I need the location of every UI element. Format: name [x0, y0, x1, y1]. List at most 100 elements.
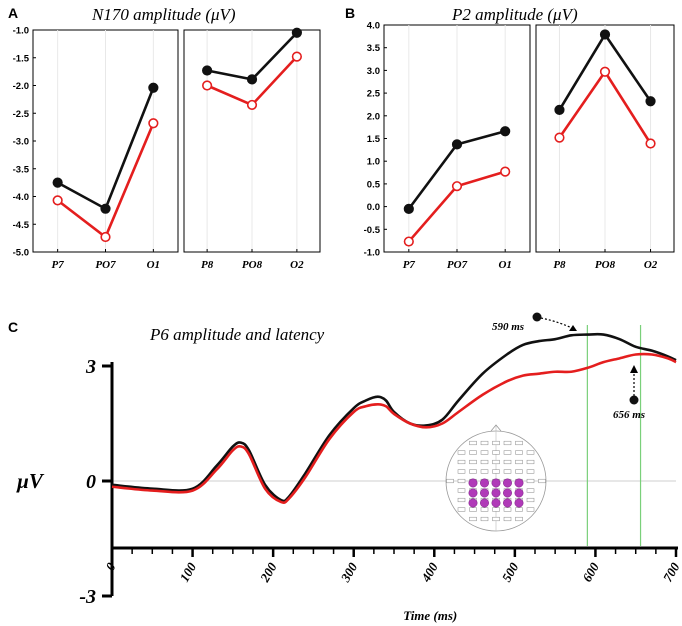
panel-c-xtick-label: 600	[579, 560, 602, 585]
panel-a-data-point-red	[202, 80, 213, 91]
electrode-label-box	[492, 516, 500, 522]
electrode-label-box	[469, 450, 477, 455]
scalp-nose	[490, 424, 502, 432]
panel-a-data-point-red	[100, 231, 111, 243]
panel-a-ytick-label: -2.0	[13, 81, 29, 92]
panel-a-letter: A	[8, 5, 18, 21]
panel-c-waveform-black	[111, 332, 677, 503]
annotation-arrow	[540, 317, 575, 330]
annotation-656ms: 656 ms	[613, 409, 645, 421]
electrode-label-box	[538, 478, 546, 484]
panel-b-data-point-red	[500, 166, 511, 177]
panel-a-data-point-black	[100, 203, 111, 214]
panel-c-letter: C	[8, 319, 18, 335]
electrode-label-box	[457, 450, 466, 455]
electrode-label-box	[492, 459, 500, 465]
electrode-label-box	[503, 459, 512, 465]
roi-electrode	[468, 488, 478, 498]
roi-electrode	[514, 488, 524, 498]
electrode-label-box	[503, 450, 512, 455]
electrode-label-box	[515, 440, 523, 446]
panel-b-ytick-label: 3.0	[367, 66, 380, 77]
electrode-label-box	[526, 459, 535, 465]
panel-a-category-label: P7	[52, 259, 65, 271]
panel-a-ytick-label: -4.5	[13, 220, 30, 231]
annotation-arrowhead	[569, 325, 577, 331]
panel-a-ytick-label: -2.5	[13, 109, 30, 120]
panel-c-xtick-label: 200	[257, 560, 280, 586]
panel-c-xtick-label: 400	[418, 560, 441, 586]
panel-b-data-point-black	[403, 203, 414, 214]
electrode-label-box	[457, 497, 466, 503]
electrode-label-box	[480, 459, 489, 465]
roi-electrode	[480, 478, 489, 488]
panel-a-axes: -1.0 -1.5 -2.0 -2.5 -3.0 -3.5 -4.0 -4.5 -5.0 P7 PO…	[13, 26, 321, 271]
electrode-label-box	[480, 516, 489, 522]
panel-c-xtick-label: 500	[499, 560, 522, 585]
roi-electrode	[491, 478, 501, 488]
panel-a-ytick-label: -4.0	[13, 192, 29, 203]
panel-b-category-label: P7	[403, 259, 416, 271]
panel-b-data-point-red	[403, 236, 414, 247]
electrode-label-box	[492, 469, 500, 474]
panel-b: B P2 amplitude (μV) 4.0 3.5 3.0 2.5 2.0 1.5 1.…	[345, 5, 675, 271]
panel-b-category-label: P8	[553, 259, 566, 271]
roi-electrode	[503, 498, 512, 508]
electrode-label-box	[526, 450, 535, 455]
panel-b-data-point-black	[500, 126, 511, 137]
roi-electrode	[514, 498, 524, 508]
panel-a-ytick-label: -3.5	[13, 164, 30, 175]
roi-electrode	[468, 478, 478, 488]
electrode-label-box	[526, 469, 535, 474]
panel-b-ytick-label: 1.5	[367, 134, 381, 145]
electrode-label-box	[526, 507, 535, 512]
panel-c-title: P6 amplitude and latency	[149, 325, 325, 344]
electrode-label-box	[480, 469, 489, 474]
panel-b-letter: B	[345, 5, 355, 21]
annotation-arrowhead	[630, 365, 638, 373]
panel-a-data-point-black	[202, 65, 213, 76]
panel-b-ytick-label: 0.0	[367, 202, 380, 213]
electrode-label-box	[492, 450, 500, 455]
panel-a-category-label: O2	[290, 259, 304, 271]
panel-b-data-point-black	[645, 96, 656, 107]
panel-b-axes: 4.0 3.5 3.0 2.5 2.0 1.5 1.0 0.5 0.0 -0.5 -1.0 P7 PO7…	[364, 21, 675, 271]
panel-a-data-point-red	[246, 99, 258, 111]
panel-b-category-label: O2	[644, 259, 658, 271]
electrode-label-box	[503, 516, 512, 522]
panel-a-ytick-label: -3.0	[13, 137, 29, 148]
panel-a-data-point-red	[148, 118, 159, 129]
electrode-label-box	[480, 507, 489, 512]
electrode-label-box	[503, 440, 512, 446]
electrode-label-box	[469, 516, 477, 522]
electrode-label-box	[469, 440, 477, 446]
roi-electrode	[480, 488, 489, 498]
panel-c-xtick-label: 100	[176, 560, 199, 585]
electrode-label-box	[457, 459, 466, 465]
electrode-label-box	[446, 478, 454, 484]
panel-b-data-point-red	[645, 138, 656, 149]
roi-electrode	[480, 498, 489, 508]
panel-a-ytick-label: -1.0	[13, 26, 29, 37]
panel-b-ytick-label: -1.0	[364, 248, 380, 259]
panel-a-data-point-black	[52, 177, 63, 188]
panel-b-ytick-label: 4.0	[367, 21, 380, 32]
electrode-label-box	[503, 507, 512, 512]
panel-a-ytick-label: -5.0	[13, 248, 29, 259]
roi-electrode	[503, 478, 512, 488]
panel-b-data-point-black	[599, 29, 611, 40]
panel-b-ytick-label: 2.0	[367, 111, 380, 122]
panel-b-data-point-black	[451, 139, 463, 150]
panel-b-data-point-red	[599, 66, 611, 77]
panel-c-waveform-red	[111, 352, 677, 505]
roi-electrode	[468, 498, 478, 508]
electrode-label-box	[480, 440, 489, 446]
panel-b-ytick-label: 2.5	[367, 89, 381, 100]
electrode-label-box	[469, 507, 477, 512]
electrode-label-box	[469, 469, 477, 474]
annotation-590ms: 590 ms	[492, 321, 524, 333]
panel-a-data-point-red	[52, 195, 63, 206]
panel-b-data-point-black	[554, 104, 565, 115]
annotation-marker	[532, 312, 542, 322]
